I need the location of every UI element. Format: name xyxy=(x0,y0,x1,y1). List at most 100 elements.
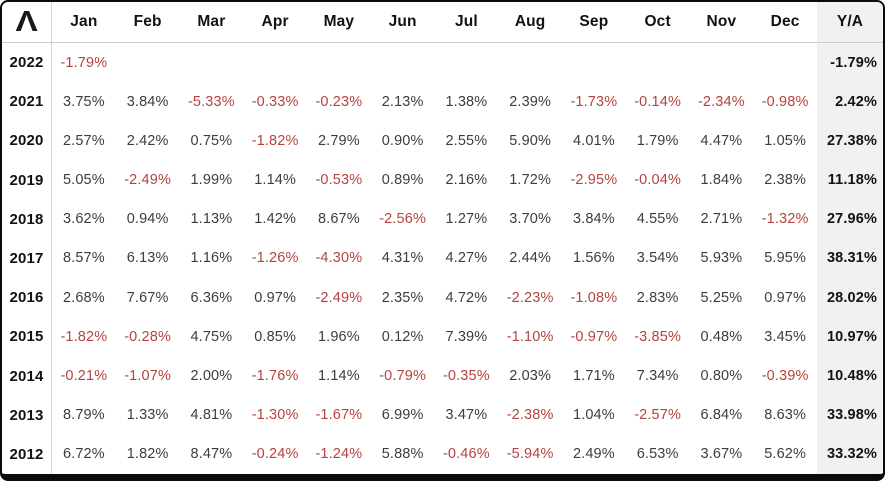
return-2022-dec xyxy=(753,43,817,82)
ya-2016: 28.02% xyxy=(817,278,883,318)
return-2021-oct: -0.14% xyxy=(634,93,682,110)
return-2018-apr: 1.42% xyxy=(254,211,297,228)
ya-2013: 33.98% xyxy=(817,395,883,435)
return-2016-jan: 2.68% xyxy=(62,289,105,306)
column-header-oct: Oct xyxy=(625,2,690,43)
return-2017-oct: 3.54% xyxy=(636,250,679,267)
return-2018-may: 8.67% xyxy=(317,211,360,228)
ya-2018: 27.96% xyxy=(817,199,883,239)
return-2022-jun xyxy=(371,43,435,82)
return-2015-dec: 3.45% xyxy=(764,328,807,345)
column-header-may: May xyxy=(307,2,371,43)
return-2021-apr: -0.33% xyxy=(251,93,299,110)
return-2019-sep: -2.95% xyxy=(570,172,618,189)
return-2015-jan: -1.82% xyxy=(60,328,108,345)
return-2012-dec: 5.62% xyxy=(764,446,807,463)
return-2014-oct: 7.34% xyxy=(636,368,679,385)
return-2018-aug: 3.70% xyxy=(509,211,552,228)
return-2020-feb: 2.42% xyxy=(126,132,169,149)
return-2018-jan: 3.62% xyxy=(62,211,105,228)
return-2017-sep: 1.56% xyxy=(572,250,615,267)
return-2020-apr: -1.82% xyxy=(251,132,299,149)
return-2014-apr: -1.76% xyxy=(251,368,299,385)
return-2018-nov: 2.71% xyxy=(700,211,743,228)
column-header-jan: Jan xyxy=(52,2,116,43)
return-2015-feb: -0.28% xyxy=(124,328,172,345)
return-2022-jul xyxy=(435,43,499,82)
return-2021-nov: -2.34% xyxy=(697,93,745,110)
ya-2015: 10.97% xyxy=(817,317,883,357)
return-2013-mar: 4.81% xyxy=(190,407,233,424)
return-2017-may: -4.30% xyxy=(315,250,363,267)
ya-2021: 2.42% xyxy=(817,82,883,122)
return-2013-jun: 6.99% xyxy=(381,407,424,424)
return-2017-jul: 4.27% xyxy=(445,250,488,267)
year-label-2014: 2014 xyxy=(2,356,52,396)
return-2016-sep: -1.08% xyxy=(570,289,618,306)
return-2022-mar xyxy=(180,43,244,82)
return-2016-apr: 0.97% xyxy=(254,289,297,306)
return-2013-aug: -2.38% xyxy=(506,407,554,424)
year-label-2015: 2015 xyxy=(2,317,52,357)
return-2013-sep: 1.04% xyxy=(572,407,615,424)
return-2014-mar: 2.00% xyxy=(190,368,233,385)
return-2022-feb xyxy=(116,43,180,82)
return-2016-oct: 2.83% xyxy=(636,289,679,306)
return-2020-jun: 0.90% xyxy=(381,132,424,149)
return-2022-sep xyxy=(562,43,626,82)
return-2021-mar: -5.33% xyxy=(187,93,235,110)
return-2017-mar: 1.16% xyxy=(190,250,233,267)
return-2022-oct xyxy=(626,43,690,82)
return-2019-feb: -2.49% xyxy=(124,172,172,189)
return-2013-dec: 8.63% xyxy=(764,407,807,424)
return-2021-jun: 2.13% xyxy=(381,93,424,110)
return-2016-jul: 4.72% xyxy=(445,289,488,306)
return-2021-may: -0.23% xyxy=(315,93,363,110)
return-2017-jun: 4.31% xyxy=(381,250,424,267)
return-2021-sep: -1.73% xyxy=(570,93,618,110)
return-2016-nov: 5.25% xyxy=(700,289,743,306)
return-2015-aug: -1.10% xyxy=(506,328,554,345)
column-header-mar: Mar xyxy=(179,2,244,43)
return-2018-jul: 1.27% xyxy=(445,211,488,228)
return-2022-may xyxy=(307,43,371,82)
column-header-jul: Jul xyxy=(434,2,499,43)
return-2014-jun: -0.79% xyxy=(379,368,427,385)
return-2017-apr: -1.26% xyxy=(251,250,299,267)
return-2021-jul: 1.38% xyxy=(445,93,488,110)
return-2017-dec: 5.95% xyxy=(764,250,807,267)
return-2018-dec: -1.32% xyxy=(761,211,809,228)
column-header-dec: Dec xyxy=(753,2,817,43)
year-label-2013: 2013 xyxy=(2,395,52,435)
return-2018-jun: -2.56% xyxy=(379,211,427,228)
return-2015-oct: -3.85% xyxy=(634,328,682,345)
return-2017-aug: 2.44% xyxy=(509,250,552,267)
return-2014-dec: -0.39% xyxy=(761,368,809,385)
return-2022-aug xyxy=(498,43,562,82)
ya-2017: 38.31% xyxy=(817,238,883,279)
return-2021-jan: 3.75% xyxy=(62,93,105,110)
return-2013-nov: 6.84% xyxy=(700,407,743,424)
year-label-2017: 2017 xyxy=(2,238,52,279)
return-2013-feb: 1.33% xyxy=(126,407,169,424)
column-header-feb: Feb xyxy=(115,2,180,43)
return-2021-feb: 3.84% xyxy=(126,93,169,110)
year-label-2019: 2019 xyxy=(2,160,52,200)
return-2016-dec: 0.97% xyxy=(764,289,807,306)
return-2015-mar: 4.75% xyxy=(190,328,233,345)
return-2014-sep: 1.71% xyxy=(572,368,615,385)
return-2012-may: -1.24% xyxy=(315,446,363,463)
return-2016-feb: 7.67% xyxy=(126,289,169,306)
returns-grid: Λ Jan Feb Mar Apr May Jun Jul Aug Sep Oct Nov Dec Y/… xyxy=(2,2,883,474)
return-2019-aug: 1.72% xyxy=(509,172,552,189)
return-2012-mar: 8.47% xyxy=(190,446,233,463)
return-2012-jul: -0.46% xyxy=(442,446,490,463)
return-2014-feb: -1.07% xyxy=(124,368,172,385)
return-2013-oct: -2.57% xyxy=(634,407,682,424)
return-2012-oct: 6.53% xyxy=(636,446,679,463)
return-2020-nov: 4.47% xyxy=(700,132,743,149)
return-2019-apr: 1.14% xyxy=(254,172,297,189)
return-2020-may: 2.79% xyxy=(317,132,360,149)
return-2019-oct: -0.04% xyxy=(634,172,682,189)
return-2019-jan: 5.05% xyxy=(62,172,105,189)
